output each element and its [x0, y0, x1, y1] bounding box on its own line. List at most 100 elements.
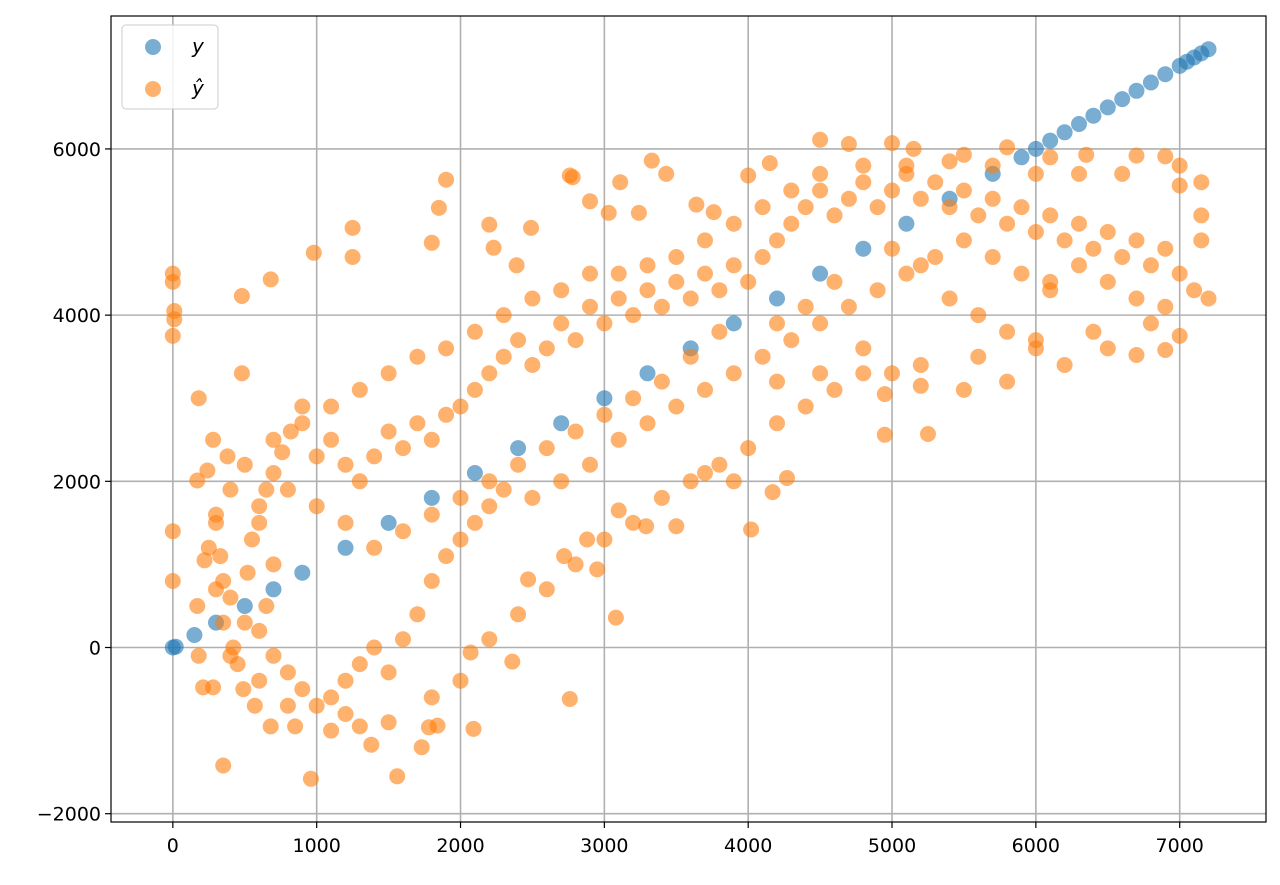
point-yhat: [955, 182, 972, 199]
point-yhat: [258, 481, 275, 498]
point-yhat: [682, 348, 699, 365]
point-yhat: [840, 136, 857, 152]
point-yhat: [740, 273, 757, 290]
point-yhat: [668, 398, 685, 415]
point-yhat: [166, 311, 183, 328]
point-yhat: [688, 196, 705, 213]
point-yhat: [265, 556, 282, 573]
point-yhat: [1027, 332, 1044, 349]
point-yhat: [164, 573, 181, 589]
point-yhat: [912, 190, 929, 207]
point-yhat: [452, 531, 469, 548]
point-yhat: [797, 398, 814, 415]
point-yhat: [682, 290, 699, 307]
point-yhat: [898, 157, 915, 174]
point-yhat: [389, 768, 406, 785]
point-yhat: [462, 644, 479, 661]
point-yhat: [1013, 265, 1030, 282]
point-yhat: [1142, 315, 1159, 332]
point-yhat: [697, 381, 713, 398]
point-yhat: [236, 614, 253, 631]
point-yhat: [610, 431, 627, 448]
point-yhat: [625, 307, 642, 324]
point-yhat: [538, 340, 555, 357]
point-yhat: [233, 288, 250, 304]
point-yhat: [1078, 146, 1095, 163]
point-yhat: [438, 548, 455, 565]
point-yhat: [236, 456, 253, 473]
point-yhat: [294, 681, 311, 698]
point-yhat: [1193, 174, 1210, 191]
point-yhat: [812, 165, 829, 182]
point-yhat: [984, 249, 1001, 265]
point-yhat: [668, 518, 685, 535]
point-yhat: [812, 365, 829, 382]
point-yhat: [725, 365, 742, 382]
point-yhat: [395, 523, 411, 540]
point-yhat: [898, 265, 915, 282]
point-yhat: [941, 290, 958, 307]
point-yhat: [1128, 347, 1145, 363]
point-yhat: [884, 240, 900, 257]
point-yhat: [564, 169, 581, 186]
point-yhat: [855, 340, 872, 357]
point-yhat: [711, 282, 728, 299]
point-yhat: [840, 298, 857, 315]
point-yhat: [610, 502, 627, 519]
point-yhat: [323, 689, 340, 706]
x-tick-label: 1000: [293, 835, 341, 857]
point-yhat: [1157, 298, 1174, 315]
legend-marker-y: [145, 39, 161, 55]
point-yhat: [1128, 232, 1145, 249]
point-y: [380, 514, 397, 531]
x-tick-label: 4000: [724, 835, 772, 857]
point-yhat: [855, 174, 872, 191]
point-yhat: [638, 518, 655, 535]
point-yhat: [600, 204, 617, 221]
point-yhat: [196, 552, 213, 569]
point-yhat: [523, 219, 539, 236]
point-yhat: [740, 167, 757, 184]
point-yhat: [520, 571, 537, 588]
point-y: [1042, 132, 1059, 149]
point-yhat: [189, 598, 206, 614]
point-yhat: [510, 332, 527, 349]
point-yhat: [524, 357, 541, 373]
point-yhat: [413, 739, 430, 756]
point-yhat: [423, 506, 440, 523]
point-yhat: [282, 423, 299, 440]
point-yhat: [1200, 290, 1217, 307]
point-yhat: [251, 498, 268, 515]
legend-marker-yhat: [145, 81, 161, 97]
point-yhat: [797, 199, 814, 216]
point-yhat: [481, 498, 498, 515]
point-yhat: [697, 465, 713, 481]
x-tick-label: 2000: [436, 835, 484, 857]
point-yhat: [305, 244, 322, 261]
point-yhat: [643, 152, 660, 169]
point-yhat: [754, 249, 771, 265]
point-yhat: [653, 373, 670, 390]
point-y: [1013, 149, 1030, 166]
point-yhat: [465, 720, 482, 737]
point-yhat: [274, 444, 291, 461]
point-yhat: [740, 440, 757, 457]
point-yhat: [970, 348, 987, 365]
point-yhat: [743, 521, 760, 538]
point-yhat: [524, 489, 541, 506]
point-yhat: [466, 514, 483, 531]
point-yhat: [783, 215, 800, 232]
point-yhat: [481, 473, 498, 490]
point-yhat: [553, 315, 570, 332]
point-y: [167, 638, 184, 655]
point-yhat: [1142, 257, 1159, 274]
point-yhat: [668, 273, 685, 290]
point-yhat: [697, 265, 713, 282]
point-yhat: [208, 506, 224, 523]
point-yhat: [452, 672, 469, 689]
point-y: [294, 564, 311, 581]
point-yhat: [999, 323, 1016, 340]
point-y: [1071, 116, 1087, 132]
point-yhat: [246, 697, 263, 714]
point-yhat: [610, 265, 627, 282]
